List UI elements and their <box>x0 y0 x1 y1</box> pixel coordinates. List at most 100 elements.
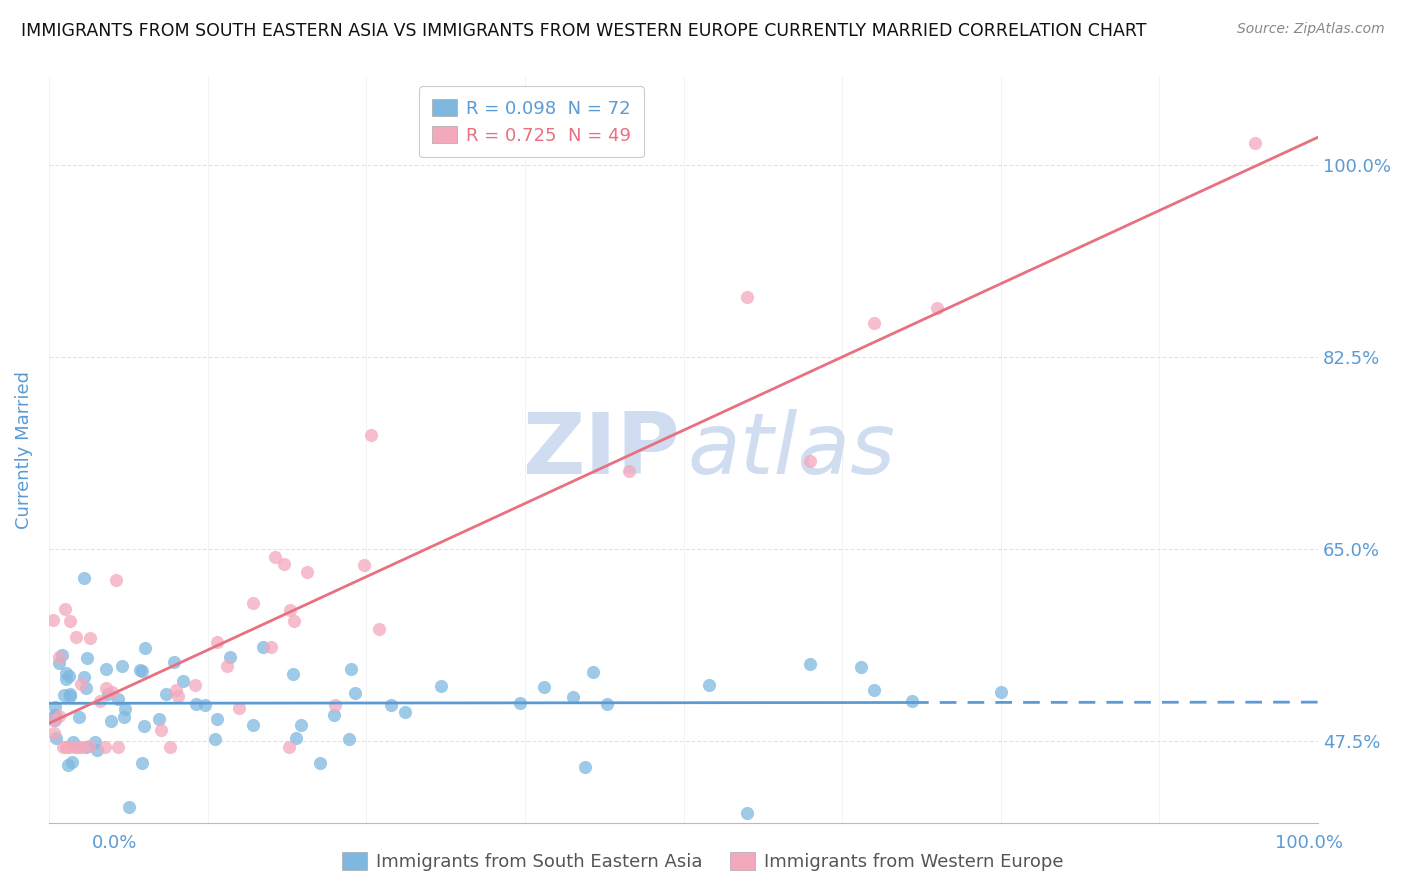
Point <box>252 640 274 654</box>
Point <box>114 701 136 715</box>
Text: IMMIGRANTS FROM SOUTH EASTERN ASIA VS IMMIGRANTS FROM WESTERN EUROPE CURRENTLY M: IMMIGRANTS FROM SOUTH EASTERN ASIA VS IM… <box>21 22 1146 40</box>
Point <box>697 678 720 692</box>
Point <box>595 697 617 711</box>
Point <box>118 800 141 814</box>
Point <box>70 739 93 754</box>
Point <box>48 650 70 665</box>
Point <box>79 632 101 646</box>
Point <box>96 662 118 676</box>
Point <box>273 557 295 571</box>
Point <box>217 659 239 673</box>
Point <box>107 692 129 706</box>
Point <box>582 665 605 679</box>
Point <box>107 739 129 754</box>
Point <box>799 454 821 468</box>
Point <box>44 709 66 723</box>
Point <box>343 685 366 699</box>
Point <box>990 684 1012 698</box>
Point <box>165 683 187 698</box>
Point <box>205 635 228 649</box>
Point <box>290 718 312 732</box>
Point <box>56 758 79 772</box>
Point <box>163 655 186 669</box>
Point <box>323 708 346 723</box>
Point <box>66 739 89 754</box>
Legend: R = 0.098  N = 72, R = 0.725  N = 49: R = 0.098 N = 72, R = 0.725 N = 49 <box>419 87 644 158</box>
Point <box>155 687 177 701</box>
Point <box>131 664 153 678</box>
Point <box>619 464 641 478</box>
Point <box>53 601 76 615</box>
Point <box>205 712 228 726</box>
Point <box>394 705 416 719</box>
Point <box>65 630 87 644</box>
Point <box>184 678 207 692</box>
Point <box>42 714 65 728</box>
Point <box>264 549 287 564</box>
Point <box>51 648 73 662</box>
Point <box>94 681 117 695</box>
Point <box>194 698 217 713</box>
Text: 0.0%: 0.0% <box>91 834 136 852</box>
Point <box>60 755 83 769</box>
Point <box>219 649 242 664</box>
Point <box>105 573 128 587</box>
Point <box>337 732 360 747</box>
Legend: Immigrants from South Eastern Asia, Immigrants from Western Europe: Immigrants from South Eastern Asia, Immi… <box>335 846 1071 879</box>
Point <box>129 664 152 678</box>
Point <box>430 680 453 694</box>
Point <box>204 731 226 746</box>
Point <box>55 739 77 754</box>
Point <box>574 760 596 774</box>
Text: Source: ZipAtlas.com: Source: ZipAtlas.com <box>1237 22 1385 37</box>
Point <box>309 756 332 771</box>
Point <box>799 657 821 671</box>
Point <box>150 723 173 737</box>
Point <box>59 615 82 629</box>
Point <box>295 565 318 579</box>
Point <box>367 622 389 636</box>
Point <box>184 697 207 711</box>
Point <box>851 660 873 674</box>
Point <box>77 739 100 754</box>
Point <box>353 558 375 572</box>
Point <box>48 657 70 671</box>
Point <box>44 713 66 727</box>
Point <box>70 677 93 691</box>
Point <box>242 718 264 732</box>
Point <box>131 756 153 770</box>
Point <box>55 672 77 686</box>
Point <box>62 735 84 749</box>
Text: atlas: atlas <box>688 409 896 492</box>
Point <box>340 662 363 676</box>
Point <box>58 689 80 703</box>
Point <box>51 739 73 754</box>
Point <box>134 640 156 655</box>
Point <box>901 693 924 707</box>
Point <box>75 739 97 754</box>
Point <box>42 613 65 627</box>
Point <box>86 743 108 757</box>
Point <box>360 428 382 442</box>
Point <box>53 688 76 702</box>
Point <box>323 698 346 712</box>
Point <box>148 712 170 726</box>
Point <box>927 301 949 316</box>
Point <box>45 731 67 746</box>
Point <box>73 571 96 585</box>
Point <box>48 708 70 723</box>
Y-axis label: Currently Married: Currently Married <box>15 371 32 530</box>
Point <box>509 696 531 710</box>
Point <box>58 739 80 754</box>
Point <box>100 714 122 729</box>
Point <box>63 739 86 754</box>
Point <box>278 602 301 616</box>
Point <box>59 687 82 701</box>
Text: 100.0%: 100.0% <box>1275 834 1343 852</box>
Point <box>84 735 107 749</box>
Point <box>166 689 188 703</box>
Text: ZIP: ZIP <box>522 409 679 492</box>
Point <box>159 739 181 754</box>
Point <box>76 651 98 665</box>
Point <box>97 687 120 701</box>
